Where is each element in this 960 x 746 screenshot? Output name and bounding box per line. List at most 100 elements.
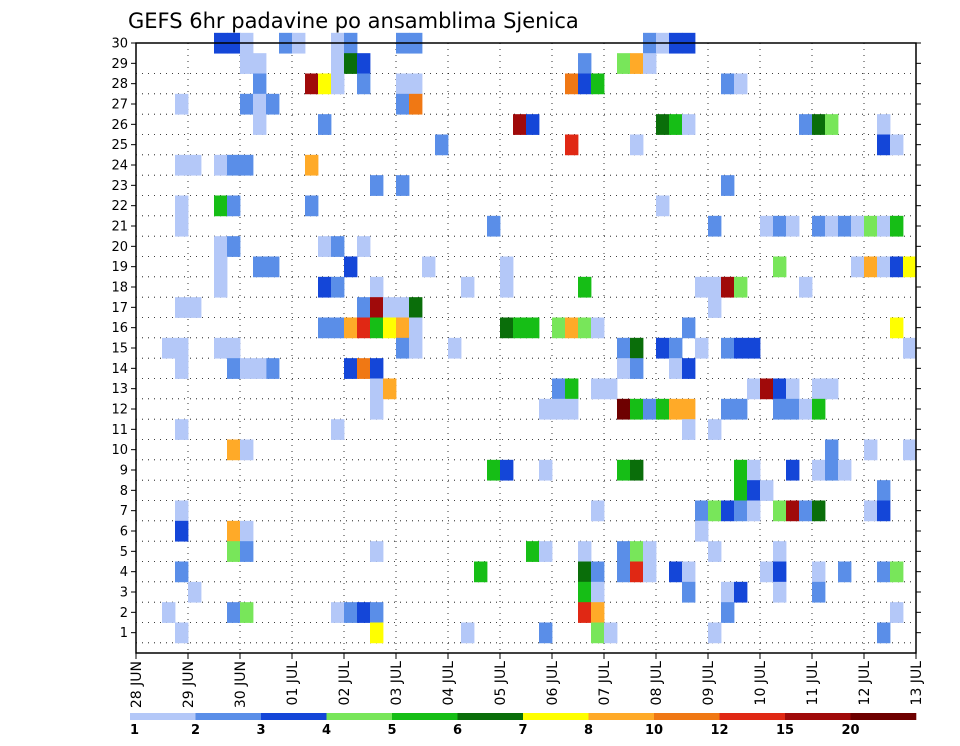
heatmap-cell <box>175 154 189 176</box>
heatmap-cell <box>578 73 592 95</box>
heatmap-cell <box>734 398 748 420</box>
heatmap-cell <box>591 581 605 603</box>
heatmap-cell <box>175 337 189 359</box>
heatmap-cell <box>370 358 384 379</box>
heatmap-cells <box>162 32 917 644</box>
heatmap-cell <box>656 398 670 420</box>
heatmap-cell <box>448 337 462 359</box>
y-tick-label: 6 <box>120 525 128 540</box>
y-tick-label: 13 <box>111 382 128 397</box>
y-tick-label: 1 <box>120 626 128 641</box>
y-tick-label: 23 <box>111 179 128 194</box>
heatmap-cell <box>812 561 826 583</box>
y-tick-label: 8 <box>120 484 128 499</box>
legend-label: 12 <box>710 723 728 738</box>
heatmap-cell <box>266 256 280 278</box>
heatmap-cell <box>344 358 358 379</box>
heatmap-cell <box>786 378 800 400</box>
heatmap-cell <box>383 317 397 339</box>
heatmap-cell <box>578 561 592 583</box>
heatmap-cell <box>370 602 384 623</box>
heatmap-cell <box>565 398 579 420</box>
heatmap-cell <box>721 276 735 298</box>
heatmap-cell <box>357 358 371 379</box>
heatmap-cell <box>682 561 696 583</box>
heatmap-cell <box>708 500 722 522</box>
y-axis-ticks: 1234567891011121314151617181920212223242… <box>111 37 921 641</box>
heatmap-cell <box>877 480 891 501</box>
legend-label: 2 <box>191 723 200 738</box>
heatmap-cell <box>669 114 683 135</box>
heatmap-cell <box>669 337 683 359</box>
heatmap-cell <box>643 398 657 420</box>
heatmap-cell <box>409 93 423 115</box>
heatmap-cell <box>513 114 527 135</box>
heatmap-cell <box>591 317 605 339</box>
heatmap-cell <box>370 175 384 196</box>
y-tick-label: 20 <box>111 240 128 255</box>
heatmap-cell <box>552 317 566 339</box>
heatmap-cell <box>565 317 579 339</box>
heatmap-cell <box>812 459 826 481</box>
x-tick-label: 30 JUN <box>233 661 249 708</box>
heatmap-cell <box>253 114 267 135</box>
heatmap-cell <box>409 297 423 318</box>
heatmap-cell <box>799 276 813 298</box>
heatmap-cell <box>526 114 540 135</box>
heatmap-cell <box>734 459 748 481</box>
heatmap-cell <box>864 256 878 278</box>
heatmap-cell <box>331 276 345 298</box>
heatmap-cell <box>539 541 553 562</box>
heatmap-cell <box>877 561 891 583</box>
heatmap-cell <box>357 317 371 339</box>
heatmap-cell <box>357 53 371 74</box>
y-tick-label: 11 <box>111 423 128 438</box>
heatmap-cell <box>461 276 475 298</box>
heatmap-cell <box>227 358 241 379</box>
heatmap-cell <box>760 215 774 237</box>
x-tick-label: 02 JUL <box>337 661 353 706</box>
heatmap-cell <box>370 398 384 420</box>
legend-label: 15 <box>776 723 794 738</box>
heatmap-cell <box>825 114 839 135</box>
heatmap-cell <box>253 53 267 74</box>
heatmap-cell <box>591 622 605 644</box>
legend-swatch <box>719 713 786 720</box>
x-tick-label: 09 JUL <box>701 661 717 706</box>
heatmap-cell <box>240 541 254 562</box>
legend-swatch <box>392 713 458 720</box>
heatmap-cell <box>669 358 683 379</box>
legend-swatch <box>195 713 262 720</box>
heatmap-cell <box>721 337 735 359</box>
heatmap-cell <box>799 398 813 420</box>
legend-swatch <box>261 713 327 720</box>
heatmap-cell <box>708 276 722 298</box>
heatmap-cell <box>708 215 722 237</box>
heatmap-cell <box>435 134 449 156</box>
heatmap-cell <box>318 236 332 257</box>
heatmap-cell <box>760 378 774 400</box>
y-tick-label: 29 <box>111 57 128 72</box>
heatmap-cell <box>396 297 410 318</box>
heatmap-cell <box>331 53 345 74</box>
heatmap-cell <box>630 459 644 481</box>
heatmap-cell <box>838 459 852 481</box>
heatmap-cell <box>617 541 631 562</box>
heatmap-cell <box>227 541 241 562</box>
heatmap-cell <box>266 358 280 379</box>
heatmap-cell <box>838 215 852 237</box>
heatmap-cell <box>682 317 696 339</box>
heatmap-cell <box>630 53 644 74</box>
heatmap-cell <box>383 297 397 318</box>
heatmap-cell <box>734 480 748 501</box>
heatmap-cell <box>877 256 891 278</box>
heatmap-cell <box>396 337 410 359</box>
heatmap-cell <box>630 337 644 359</box>
heatmap-cell <box>370 297 384 318</box>
heatmap-cell <box>578 317 592 339</box>
heatmap-cell <box>682 358 696 379</box>
x-tick-label: 03 JUL <box>389 661 405 706</box>
heatmap-cell <box>227 236 241 257</box>
heatmap-cell <box>253 256 267 278</box>
